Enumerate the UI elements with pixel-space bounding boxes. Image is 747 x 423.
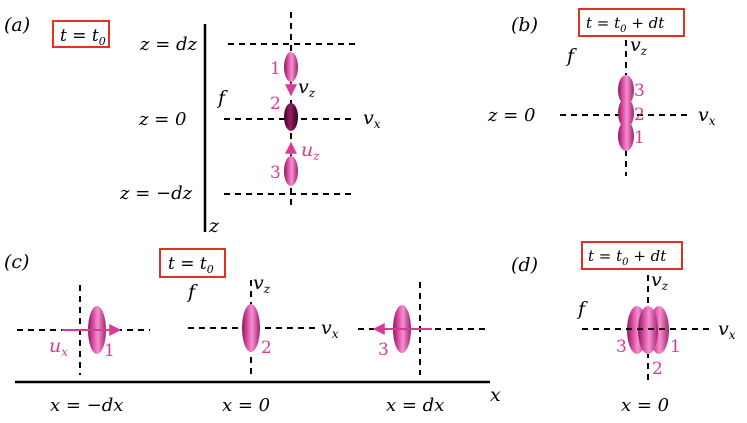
panel-b-tag: (b)	[511, 14, 538, 36]
panel-d-label-2: 2	[652, 359, 663, 379]
panel-b-element-3	[618, 75, 634, 105]
panel-b-time-box	[578, 8, 685, 37]
panel-d-tag: (d)	[511, 254, 538, 276]
panel-a-time-label: t = t0	[60, 26, 106, 48]
panel-a-element-3	[284, 156, 298, 186]
panel-a-label-1: 1	[270, 59, 281, 79]
panel-c-vz-label: vz	[253, 272, 271, 296]
panel-d: (d) t = t0 + dt f vz vx 3 1 2 x = 0	[511, 241, 736, 416]
panel-c-f-label: f	[186, 281, 198, 303]
panel-d-time-label: t = t0 + dt	[588, 247, 667, 268]
panel-a-vz-label: vz	[298, 76, 316, 100]
panel-c-ux-label: ux	[49, 335, 68, 359]
panel-a-z-zero-label: z = 0	[138, 109, 186, 130]
panel-d-label-3: 3	[616, 337, 627, 357]
panel-d-x-zero-label: x = 0	[621, 395, 669, 416]
panel-c-label-2: 2	[261, 338, 272, 358]
panel-c-label-3: 3	[378, 340, 389, 360]
panel-a-element-2	[284, 103, 298, 131]
panel-c-x-neg-label: x = −dx	[50, 395, 123, 416]
panel-a: (a) t = t0 z z = dz z = 0 z = −dz f vx 1…	[4, 12, 381, 237]
panel-a-f-label: f	[216, 87, 228, 109]
panel-d-label-1: 1	[670, 337, 681, 357]
panel-c: (c) t = t0 f vz ux 1 vx 2 3 x x = −dx x …	[4, 248, 501, 416]
panel-b-label-2: 2	[634, 105, 645, 125]
panel-a-element-1	[284, 52, 298, 82]
panel-a-uz-label: uz	[301, 139, 320, 163]
panel-a-z-axis-label: z	[208, 215, 220, 237]
panel-c-element-2	[242, 304, 260, 352]
panel-a-time-box	[52, 20, 110, 48]
panel-b-time-label: t = t0 + dt	[586, 14, 665, 35]
panel-d-time-box	[581, 241, 683, 270]
panel-a-z-pos-label: z = dz	[139, 34, 198, 55]
panel-d-vx-label: vx	[718, 318, 736, 342]
panel-c-label-1: 1	[104, 341, 115, 361]
panel-d-vz-label: vz	[651, 269, 669, 293]
panel-b-element-1	[618, 121, 634, 151]
panel-b-vx-label: vx	[698, 104, 716, 128]
panel-b-element-2	[618, 98, 634, 128]
panel-a-z-neg-label: z = −dz	[119, 183, 193, 204]
panel-a-vx-label: vx	[363, 107, 381, 131]
panel-a-tag: (a)	[4, 14, 30, 36]
panel-c-vx-label: vx	[321, 317, 339, 341]
panel-b-label-3: 3	[634, 81, 645, 101]
panel-c-time-label: t = t0	[168, 254, 214, 276]
panel-b-f-label: f	[565, 45, 577, 67]
panel-d-f-label: f	[576, 298, 588, 320]
panel-b-z-zero-label: z = 0	[487, 105, 535, 126]
panel-b-vz-label: vz	[630, 34, 648, 58]
panel-b-label-1: 1	[634, 128, 645, 148]
panel-a-label-2: 2	[270, 94, 281, 114]
panel-c-time-box	[159, 248, 226, 278]
panel-a-label-3: 3	[270, 163, 281, 183]
panel-c-x-zero-label: x = 0	[222, 395, 270, 416]
panel-c-x-pos-label: x = dx	[386, 395, 444, 416]
panel-c-x-axis-label: x	[490, 384, 501, 406]
panel-c-tag: (c)	[4, 251, 29, 273]
panel-b: (b) t = t0 + dt f vz vx z = 0 3 2 1	[487, 8, 716, 176]
